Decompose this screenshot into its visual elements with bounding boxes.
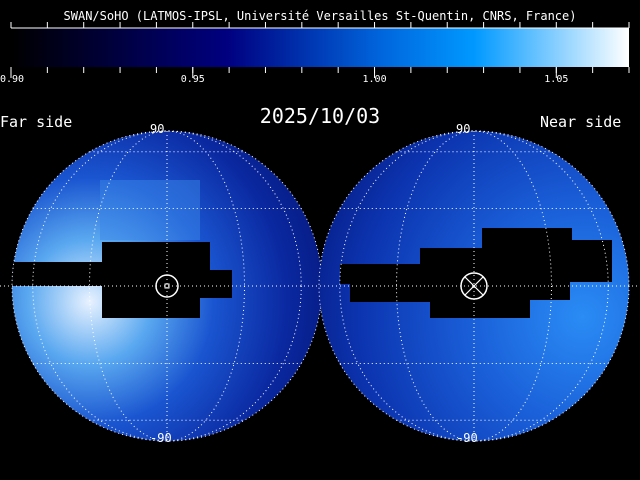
near-side-label: Near side xyxy=(540,113,622,131)
colorbar-gradient xyxy=(11,28,629,67)
colorbar-tick-label: 1.05 xyxy=(544,74,569,85)
far-side-label: Far side xyxy=(0,113,73,131)
longitude-line xyxy=(396,130,552,442)
colorbar-tick-label: 1.00 xyxy=(362,74,387,85)
colorbar-tick-label: 0.90 xyxy=(0,74,25,85)
near-side-hemisphere xyxy=(318,130,630,442)
no-data-band xyxy=(12,242,232,318)
colorbar xyxy=(10,22,630,78)
near-lat-top-label: 90 xyxy=(456,122,471,136)
far-side-hemisphere xyxy=(11,130,323,442)
date-label: 2025/10/03 xyxy=(259,104,381,128)
longitude-line xyxy=(32,130,302,442)
credit-text: SWAN/SoHO (LATMOS-IPSL, Université Versa… xyxy=(63,9,577,23)
far-lat-bottom-label: -90 xyxy=(150,431,172,445)
far-lat-top-label: 90 xyxy=(150,122,165,136)
colorbar-tick-label: 0.95 xyxy=(180,74,205,85)
near-lat-bottom-label: -90 xyxy=(456,431,478,445)
